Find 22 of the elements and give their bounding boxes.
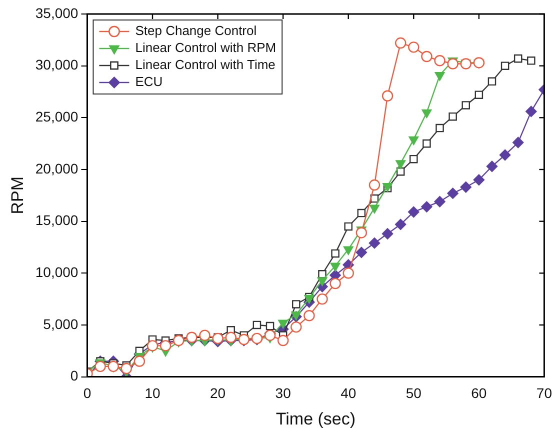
y-tick-label: 15,000 [35,212,78,228]
y-tick-label: 5,000 [43,316,78,332]
x-axis-title: Time (sec) [276,409,356,428]
y-axis-title: RPM [8,176,27,214]
y-tick-label: 30,000 [35,56,78,73]
y-tick-label: 0 [70,368,78,384]
x-tick-label: 20 [210,385,226,402]
x-tick-label: 40 [340,385,356,402]
x-tick-label: 60 [471,385,487,402]
legend-label: ECU [135,74,163,90]
x-tick-label: 70 [536,385,552,402]
y-tick-label: 10,000 [35,264,78,280]
x-tick-label: 10 [144,385,160,402]
legend-label: Linear Control with RPM [135,40,276,56]
y-tick-label: 25,000 [35,108,78,125]
y-tick-label: 35,000 [35,4,78,21]
legend-label: Linear Control with Time [135,57,276,72]
x-tick-label: 30 [275,385,292,402]
legend-label: Step Change Control [135,23,257,38]
x-tick-label: 50 [406,385,422,402]
x-tick-label: 0 [83,385,92,402]
y-tick-label: 20,000 [35,160,78,176]
